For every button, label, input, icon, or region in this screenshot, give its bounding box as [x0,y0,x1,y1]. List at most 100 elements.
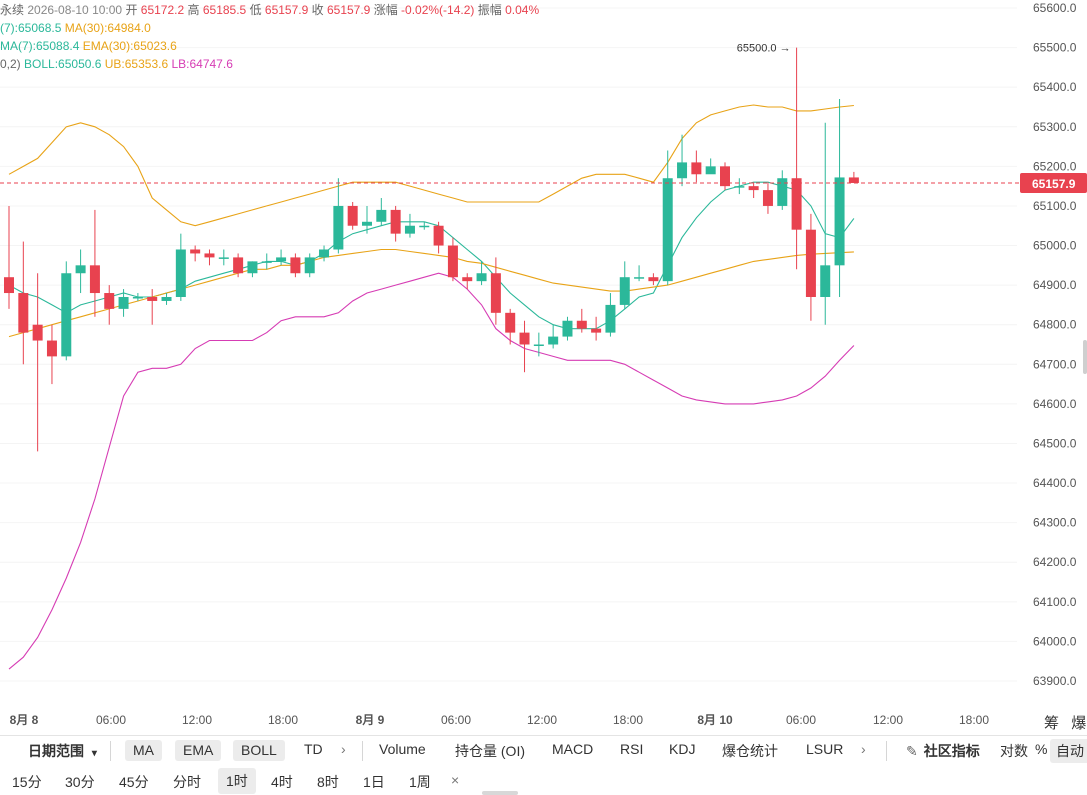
percent-scale-toggle[interactable]: % [1035,741,1048,757]
ohlc-line-part: 2026-08-10 10:00 [24,3,122,17]
candle-body [490,273,501,313]
interval-timeshare[interactable]: 分时 [173,774,201,790]
candle-body [290,257,301,274]
candle [204,249,215,266]
candle-body [791,178,802,230]
interval-4h[interactable]: 4时 [271,774,293,790]
interval-1d[interactable]: 1日 [363,774,385,790]
main-indicator-more-icon[interactable]: › [341,741,346,757]
price-tick-label: 65300.0 [1033,120,1077,134]
candle-body [218,257,229,259]
chip-label[interactable]: 筹 [1044,715,1060,732]
candle-body [190,249,201,254]
candle [433,221,444,254]
candle [462,273,473,290]
candle [762,182,773,214]
boll-line: 0,2) BOLL:65050.6 UB:65353.6 LB:64747.6 [0,57,233,71]
candle-body [562,320,573,337]
candle [290,253,301,278]
candle [32,273,43,452]
interval-8h[interactable]: 8时 [317,774,339,790]
time-tick-label: 12:00 [527,713,557,727]
auto-scale-toggle[interactable]: 自动 [1050,739,1087,763]
interval-1w[interactable]: 1周 [409,774,431,790]
candle [605,293,616,337]
ma30-line [8,248,854,338]
volume-toggle[interactable]: Volume [379,741,426,757]
ema-toggle[interactable]: EMA [175,740,222,761]
candle [619,261,630,309]
ohlc-line-part: 65157.9 [324,3,371,17]
ohlc-line-part: 65172.2 [137,3,184,17]
candles [4,47,859,452]
candle [61,261,72,361]
candle [519,320,530,373]
liquidation-label[interactable]: 爆 [1071,715,1087,732]
separator [110,741,111,761]
interval-1h[interactable]: 1时 [218,768,256,794]
current-price-tag [1020,173,1087,194]
ma7-line [8,181,855,330]
close-icon[interactable]: × [451,772,460,788]
candle [362,205,372,234]
candle-body [319,249,330,258]
rsi-toggle[interactable]: RSI [620,741,644,757]
ohlc-line-part: 低 [246,3,261,17]
candle-body [748,186,759,191]
time-tick-label: 12:00 [873,713,903,727]
td-toggle[interactable]: TD [304,741,323,757]
price-tick-label: 65200.0 [1033,159,1077,173]
candlestick-chart[interactable]: 永续 2026-08-10 10:00 开 65172.2 高 65185.5 … [0,0,1087,735]
price-tick-label: 64800.0 [1033,318,1077,332]
interval-15m[interactable]: 15分 [12,774,42,790]
ma-toggle[interactable]: MA [125,740,162,761]
lsur-toggle[interactable]: LSUR [806,741,844,757]
ma-line: (7):65068.5 MA(30):64984.0 [0,21,151,35]
time-tick-label: 8月 8 [10,713,39,727]
candle-body [175,249,186,297]
candle [791,47,802,270]
kdj-toggle[interactable]: KDJ [669,741,696,757]
ohlc-line-part: 收 [308,3,323,17]
chevron-down-icon: ▾ [91,748,97,759]
interval-30m[interactable]: 30分 [65,774,95,790]
ohlc-line-part: 涨幅 [370,2,397,17]
candle [376,198,387,226]
macd-toggle[interactable]: MACD [552,741,594,757]
time-tick-label: 06:00 [96,713,126,727]
edit-icon: ✎ [906,743,918,759]
price-tick-label: 64400.0 [1033,476,1077,490]
community-indicators-button[interactable]: ✎ 社区指标 [906,741,980,761]
ohlc-line-part: 永续 [0,3,24,17]
liquidation-stats-toggle[interactable]: 爆仓统计 [722,743,778,759]
candle-body [261,261,272,263]
candle-body [476,273,487,282]
boll-toggle[interactable]: BOLL [233,740,285,761]
candle [247,261,258,278]
time-tick-label: 18:00 [613,713,643,727]
candle-body [247,261,258,274]
candle-body [591,328,602,333]
price-tick-label: 65100.0 [1033,199,1077,213]
candle [347,201,358,230]
time-tick-label: 18:00 [959,713,989,727]
price-tick-label: 64600.0 [1033,397,1077,411]
log-scale-toggle[interactable]: 对数 [1000,743,1028,759]
candle [562,316,573,341]
candle [490,257,501,325]
boll-upper-line [8,104,854,227]
candle [175,233,186,301]
overlay: 65157.9 65500.0 → [0,43,1087,374]
current-price-label: 65157.9 [1032,177,1076,191]
open-interest-toggle[interactable]: 持仓量 (OI) [455,743,525,759]
candle [548,324,559,349]
sub-indicator-more-icon[interactable]: › [861,741,866,757]
date-range-button[interactable]: 日期范围 ▾ [28,741,97,761]
drag-handle[interactable] [482,791,518,795]
indicator-toolbar: 日期范围 ▾ MA EMA BOLL TD › Volume 持仓量 (OI) … [0,735,1087,765]
candle-body [104,293,115,309]
candle-body [390,209,401,234]
candle-body [118,296,129,309]
interval-45m[interactable]: 45分 [119,774,149,790]
candle [104,285,115,325]
